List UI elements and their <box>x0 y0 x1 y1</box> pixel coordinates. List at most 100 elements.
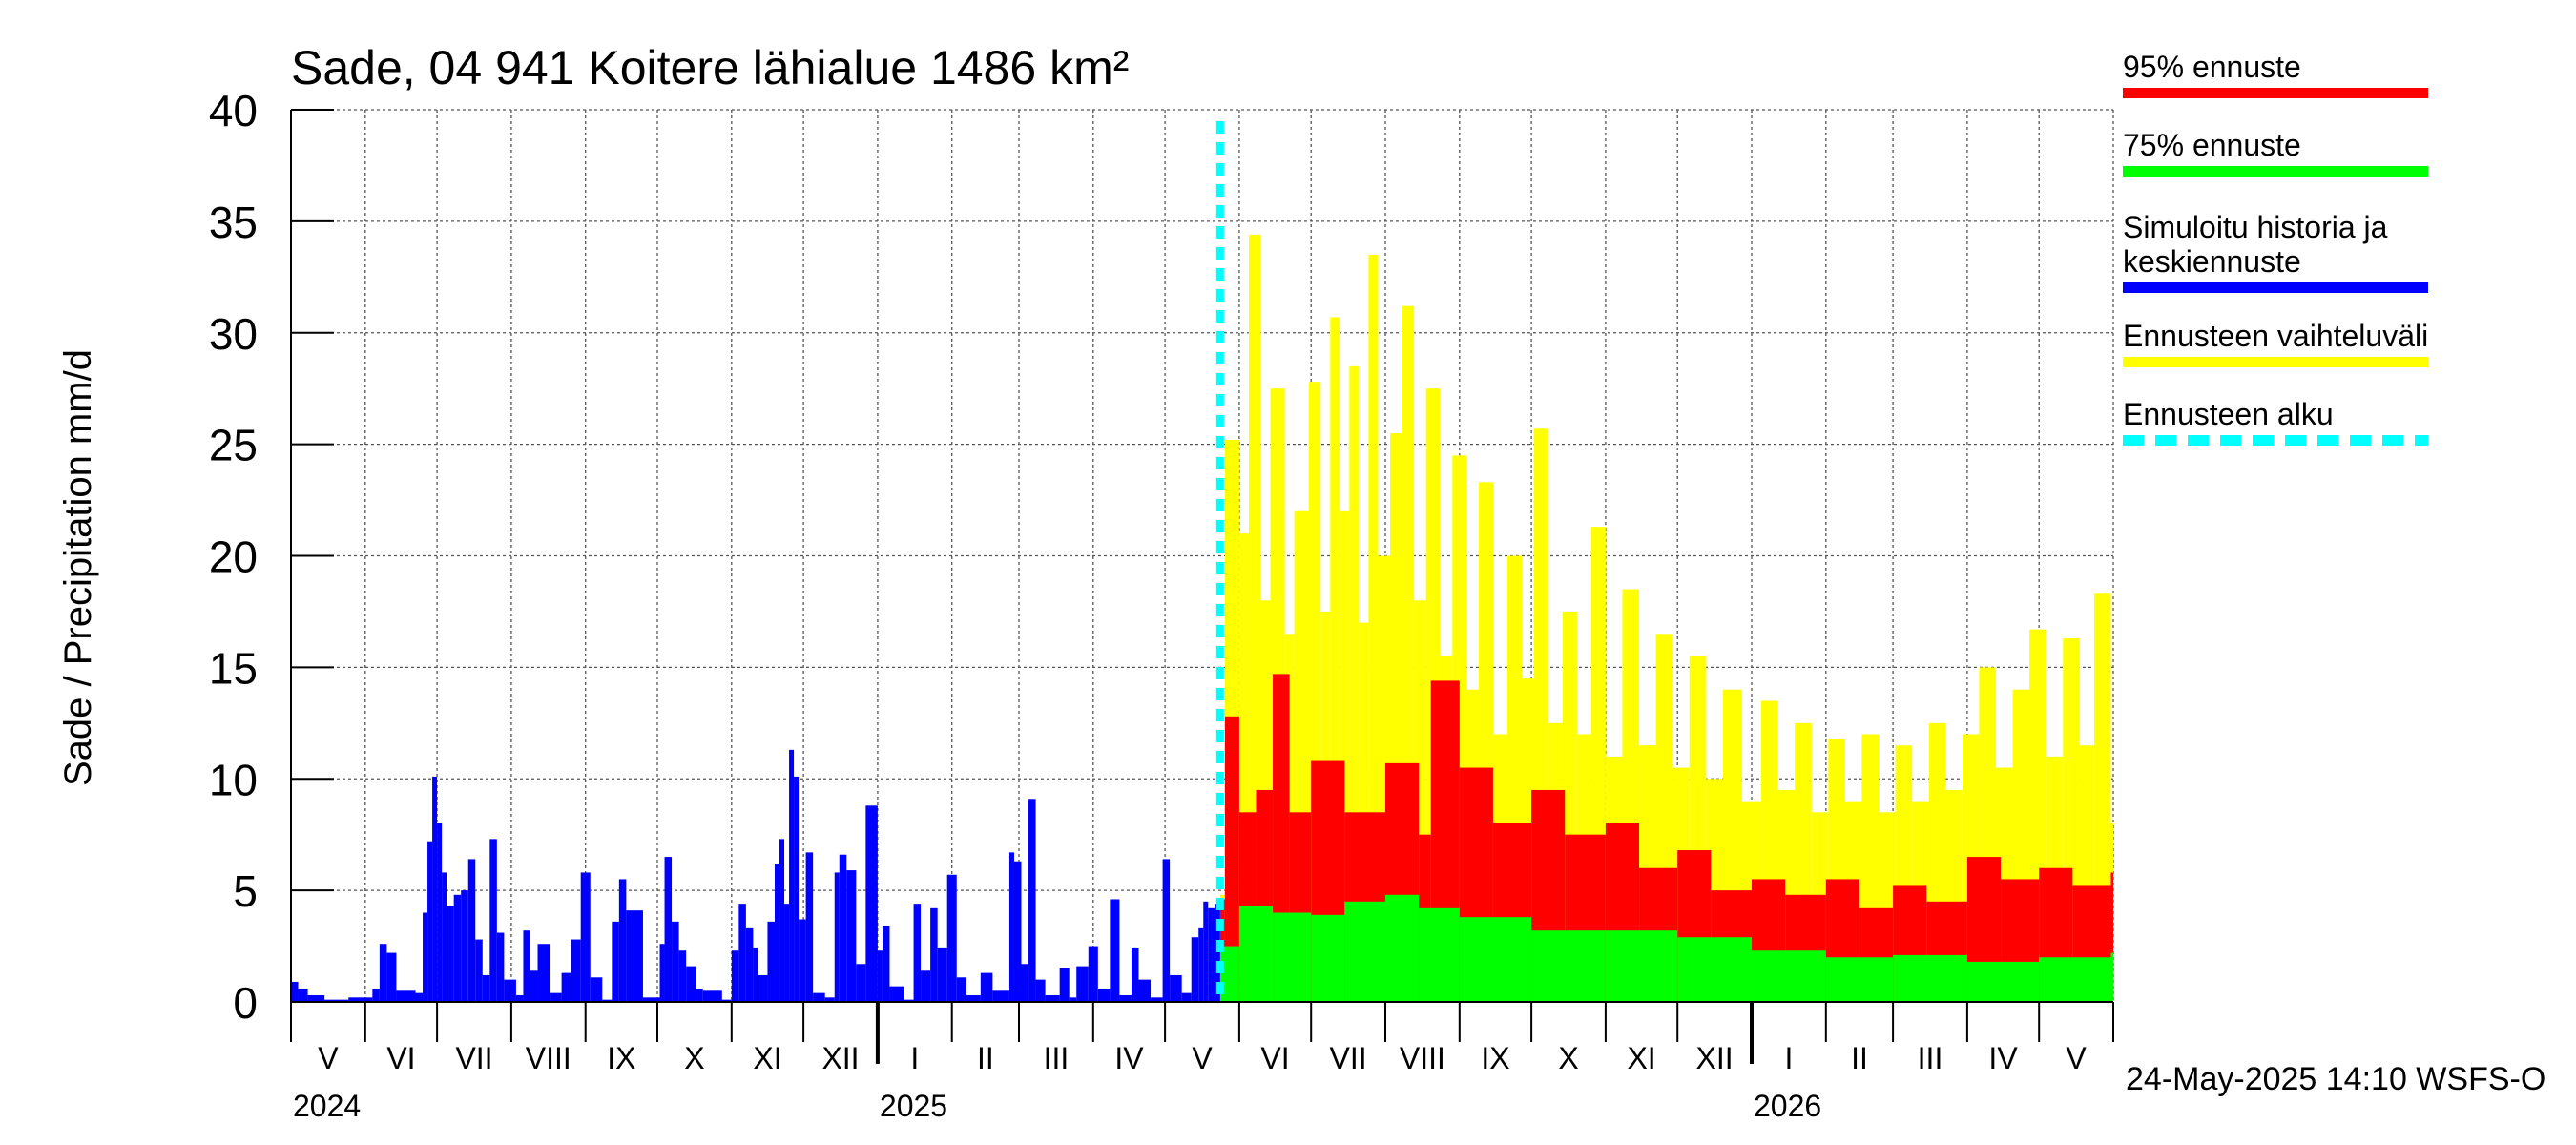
precip-bar <box>686 966 696 1002</box>
chart-title: Sade, 04 941 Koitere lähialue 1486 km² <box>291 41 1129 94</box>
precip-bar <box>530 970 538 1002</box>
month-label: VII <box>1330 1041 1367 1075</box>
legend-swatch-yellow <box>2123 357 2428 367</box>
precip-bar <box>1045 994 1060 1002</box>
precip-bar <box>753 947 758 1002</box>
precip-bar <box>432 776 438 1002</box>
precip-bar <box>1419 907 1460 1002</box>
precip-bar <box>774 864 780 1002</box>
legend-swatch-red <box>2123 88 2428 98</box>
precip-bar <box>386 952 397 1002</box>
month-label: IV <box>1114 1041 1144 1075</box>
precip-bar <box>307 994 325 1002</box>
precip-bar <box>992 990 1009 1002</box>
legend-label: Simuloitu historia ja keskiennuste <box>2123 210 2388 279</box>
y-tick-label: 10 <box>209 755 258 804</box>
precip-bar <box>702 990 722 1002</box>
precip-bar <box>1131 947 1139 1002</box>
precip-bar <box>1191 937 1199 1002</box>
precip-bar <box>1330 317 1340 1002</box>
precip-bar <box>1076 966 1089 1002</box>
precip-bar <box>580 872 591 1002</box>
precip-bar <box>1208 907 1215 1002</box>
precip-bar <box>537 944 551 1002</box>
precip-bar <box>745 927 754 1002</box>
precip-bar <box>1349 365 1360 1002</box>
precip-bar <box>966 994 981 1002</box>
precip-bar <box>442 872 447 1002</box>
precip-bar <box>1273 912 1312 1002</box>
month-label: XI <box>1627 1041 1655 1075</box>
month-label: VI <box>1260 1041 1289 1075</box>
legend-swatch-blue <box>2123 282 2428 293</box>
y-tick-label: 30 <box>209 309 258 359</box>
month-label: V <box>1192 1041 1213 1075</box>
month-label: VII <box>455 1041 492 1075</box>
precip-bar <box>672 921 679 1002</box>
precip-bar <box>664 857 673 1002</box>
legend-swatch-cyan-dashed <box>2123 435 2428 446</box>
precip-bar <box>550 992 562 1002</box>
precip-bar <box>571 939 581 1002</box>
month-label: V <box>318 1041 339 1075</box>
y-tick-label: 25 <box>209 421 258 470</box>
precip-bar <box>1893 954 1967 1002</box>
precip-bar <box>1368 254 1379 1002</box>
precip-bar <box>1110 899 1120 1002</box>
precip-bar <box>372 988 380 1002</box>
month-label: I <box>910 1041 919 1075</box>
precip-bar <box>731 950 739 1002</box>
precip-bar <box>626 910 643 1002</box>
precip-bar <box>1035 979 1046 1002</box>
month-label: III <box>1044 1041 1070 1075</box>
precip-bar <box>824 997 835 1002</box>
precip-bar <box>937 947 947 1002</box>
precip-bar <box>590 977 603 1002</box>
precip-bar <box>813 992 825 1002</box>
month-label: XI <box>753 1041 781 1075</box>
y-ticks: 0 5 10 15 20 25 30 35 40 <box>209 86 334 1028</box>
y-tick-label: 15 <box>209 643 258 693</box>
precip-bar <box>515 994 524 1002</box>
precip-bar <box>1238 906 1274 1002</box>
precip-bar <box>523 930 530 1002</box>
precip-bar <box>618 879 627 1002</box>
month-label: IX <box>1481 1041 1509 1075</box>
precip-bar <box>877 950 883 1002</box>
precip-bar <box>1170 974 1182 1002</box>
history-bars <box>291 749 1220 1002</box>
precip-bar <box>1088 946 1098 1002</box>
month-label: XII <box>1696 1041 1734 1075</box>
precip-bar <box>379 944 387 1002</box>
precip-bar <box>946 874 957 1002</box>
legend-label: 75% ennuste <box>2123 128 2301 162</box>
precip-bar <box>602 999 613 1002</box>
y-tick-label: 5 <box>233 866 258 916</box>
legend-item-forecast-start: Ennusteen alku <box>2123 397 2438 475</box>
legend-item-95: 95% ennuste <box>2123 50 2438 128</box>
legend-label: Ennusteen alku <box>2123 397 2334 431</box>
precip-bar <box>767 921 775 1002</box>
precip-bar <box>1752 950 1826 1002</box>
precip-bar <box>921 970 931 1002</box>
precip-bar <box>496 932 505 1002</box>
precip-bar <box>482 974 490 1002</box>
legend-item-75: 75% ennuste <box>2123 128 2438 210</box>
legend-item-history: Simuloitu historia ja keskiennuste <box>2123 210 2438 319</box>
grid <box>291 109 2114 1002</box>
precip-bar <box>794 776 800 1002</box>
precip-bar <box>1181 992 1192 1002</box>
precip-bar <box>324 999 349 1002</box>
precip-bar <box>1224 716 1239 1002</box>
month-label: VIII <box>1400 1041 1445 1075</box>
year-label: 2024 <box>293 1089 361 1123</box>
precip-bar <box>865 805 878 1002</box>
precip-bar <box>1059 968 1070 1002</box>
precip-bar <box>913 904 922 1002</box>
y-tick-label: 20 <box>209 532 258 582</box>
precip-bar <box>1119 994 1132 1002</box>
precip-bar <box>489 839 497 1002</box>
precip-bar <box>930 907 938 1002</box>
precip-bar <box>348 997 373 1002</box>
precip-bar <box>1013 861 1022 1002</box>
